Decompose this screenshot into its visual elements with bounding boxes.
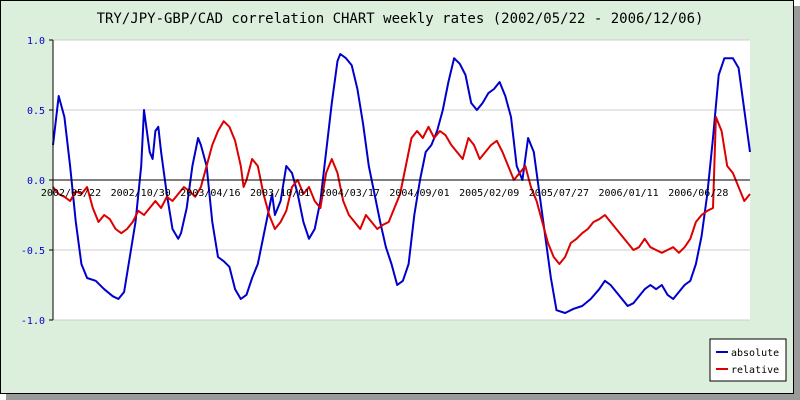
x-tick-label: 2004/03/17 xyxy=(320,188,380,199)
legend-label-absolute: absolute xyxy=(731,348,779,359)
legend-box xyxy=(709,338,787,382)
x-tick-label: 2004/09/01 xyxy=(389,188,449,199)
y-tick-label: -1.0 xyxy=(21,316,45,327)
y-tick-label: 0.0 xyxy=(27,176,45,187)
x-tick-label: 2005/07/27 xyxy=(529,188,589,199)
y-tick-label: 1.0 xyxy=(27,36,45,47)
x-tick-label: 2006/01/11 xyxy=(598,188,658,199)
x-tick-label: 2005/02/09 xyxy=(459,188,519,199)
y-axis-ticks: 1.0 0.5 0.0 -0.5 -1.0 xyxy=(21,36,53,327)
x-tick-label: 2002/05/22 xyxy=(41,188,101,199)
x-tick-label: 2002/10/30 xyxy=(111,188,171,199)
y-tick-label: 0.5 xyxy=(27,106,45,117)
series-line-relative xyxy=(52,116,751,265)
legend: absolute relative xyxy=(709,338,787,382)
x-tick-label: 2003/04/16 xyxy=(180,188,240,199)
frame-shadow-right xyxy=(794,6,800,400)
x-tick-label: 2006/06/28 xyxy=(668,188,728,199)
frame-shadow-bottom xyxy=(6,394,800,400)
x-tick-label: 2003/10/01 xyxy=(250,188,310,199)
series-line-absolute xyxy=(52,53,751,314)
x-axis-ticks: 2002/05/22 2002/10/30 2003/04/16 2003/10/01… xyxy=(41,188,729,199)
series-lines xyxy=(52,53,751,314)
legend-label-relative: relative xyxy=(731,365,779,376)
y-tick-label: -0.5 xyxy=(21,246,45,257)
chart-title: TRY/JPY-GBP/CAD correlation CHART weekly… xyxy=(97,11,704,27)
